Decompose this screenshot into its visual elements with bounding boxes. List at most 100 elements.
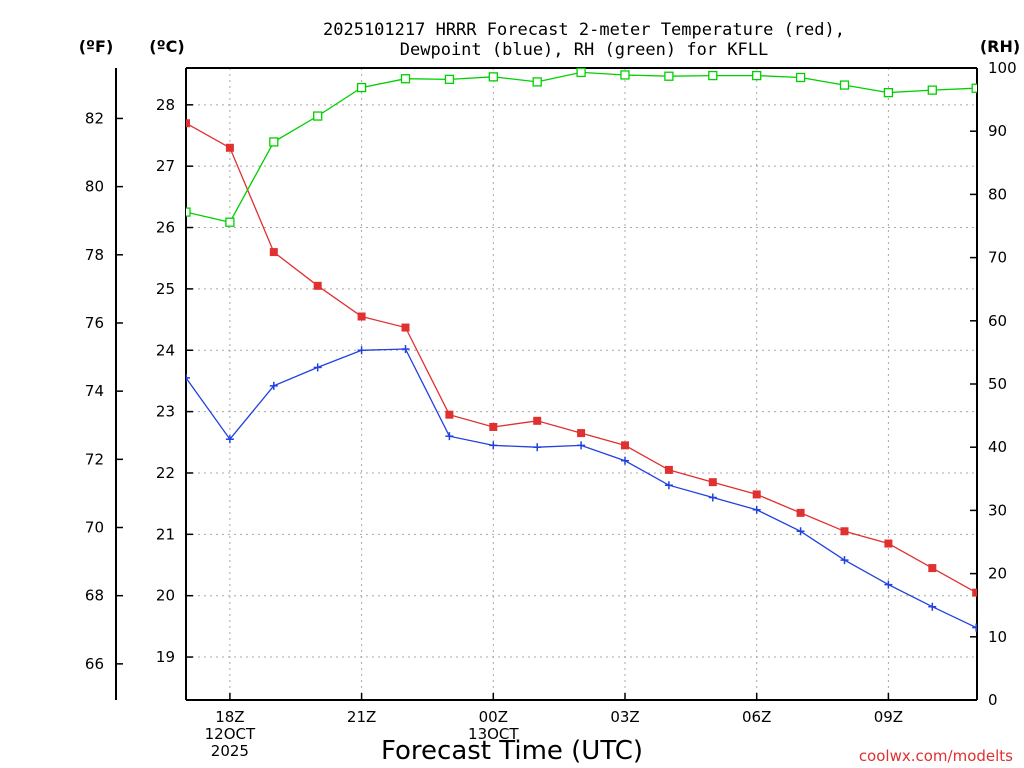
rh-unit-label: (RH) bbox=[980, 37, 1020, 56]
rh-point bbox=[225, 217, 235, 227]
x-tick-label: 09Z bbox=[874, 708, 903, 726]
rh-tick-label: 70 bbox=[988, 249, 1007, 267]
rh-tick-label: 40 bbox=[988, 438, 1007, 456]
dewpoint-point bbox=[884, 580, 893, 589]
temperature-point bbox=[884, 539, 893, 548]
rh-point bbox=[356, 82, 367, 93]
celsius-tick-label: 28 bbox=[156, 96, 175, 114]
title-line-2: Dewpoint (blue), RH (green) for KFLL bbox=[400, 40, 768, 60]
rh-point bbox=[927, 85, 937, 95]
dewpoint-point bbox=[621, 456, 629, 465]
temperature-point bbox=[796, 508, 805, 517]
temperature-point bbox=[621, 441, 629, 450]
rh-point bbox=[752, 70, 762, 81]
rh-tick-label: 10 bbox=[988, 628, 1007, 646]
x-tick-label: 00Z bbox=[479, 708, 508, 726]
celsius-tick-label: 27 bbox=[156, 157, 175, 175]
temperature-point bbox=[533, 416, 542, 425]
celsius-tick-label: 24 bbox=[156, 341, 175, 359]
chart-title: 2025101217 HRRR Forecast 2-meter Tempera… bbox=[323, 20, 845, 60]
dewpoint-point bbox=[708, 493, 717, 502]
fahrenheit-tick-label: 80 bbox=[85, 178, 104, 196]
x-axis-label: Forecast Time (UTC) bbox=[381, 736, 643, 766]
temperature-point bbox=[928, 564, 937, 573]
fahrenheit-tick-label: 70 bbox=[85, 519, 104, 537]
fahrenheit-unit-label: (ºF) bbox=[79, 37, 114, 56]
fahrenheit-tick-label: 78 bbox=[85, 246, 104, 264]
rh-point bbox=[664, 71, 674, 81]
rh-point bbox=[971, 83, 977, 93]
dewpoint-point bbox=[186, 373, 190, 382]
dewpoint-point bbox=[972, 623, 977, 632]
temperature-point bbox=[972, 588, 977, 597]
rh-tick-label: 60 bbox=[988, 312, 1007, 330]
dewpoint-point bbox=[445, 432, 454, 441]
rh-point bbox=[708, 70, 718, 81]
title-line-1: 2025101217 HRRR Forecast 2-meter Tempera… bbox=[323, 20, 845, 40]
temperature-point bbox=[357, 312, 366, 321]
rh-point bbox=[883, 87, 894, 98]
fahrenheit-tick-label: 66 bbox=[85, 655, 104, 673]
temperature-line bbox=[186, 122, 977, 594]
celsius-tick-label: 26 bbox=[156, 219, 175, 237]
dewpoint-point bbox=[357, 346, 366, 355]
celsius-tick-label: 23 bbox=[156, 403, 175, 421]
x-tick-label: 06Z bbox=[742, 708, 771, 726]
rh-point bbox=[313, 111, 323, 121]
temperature-point bbox=[708, 478, 717, 487]
dewpoint-point bbox=[928, 602, 937, 611]
celsius-unit-label: (ºC) bbox=[149, 37, 184, 56]
dewpoint-point bbox=[752, 505, 761, 514]
celsius-tick-label: 19 bbox=[156, 648, 175, 666]
dewpoint-line bbox=[186, 348, 977, 629]
dewpoint-point bbox=[664, 481, 673, 490]
rh-tick-label: 50 bbox=[988, 375, 1007, 393]
dewpoint-point bbox=[225, 435, 234, 444]
rh-point bbox=[532, 77, 542, 87]
tick-labels: 19 20 21 22 23 24 25 26 27 28 66 68 70 72 74 76 78 80 82 0 1… bbox=[85, 59, 1017, 760]
celsius-tick-label: 25 bbox=[156, 280, 175, 298]
credit-link[interactable]: coolwx.com/modelts bbox=[859, 747, 1013, 765]
rh-point bbox=[488, 72, 498, 82]
x-tick-label: 12OCT bbox=[205, 725, 256, 743]
rh-point bbox=[839, 80, 850, 90]
rh-point bbox=[576, 67, 586, 78]
dewpoint-point bbox=[269, 381, 278, 390]
celsius-tick-label: 21 bbox=[156, 525, 175, 543]
axes bbox=[115, 67, 978, 701]
temperature-point bbox=[225, 143, 234, 152]
rh-tick-label: 0 bbox=[988, 691, 998, 709]
celsius-tick-label: 22 bbox=[156, 464, 175, 482]
rh-tick-label: 90 bbox=[988, 122, 1007, 140]
gridlines bbox=[186, 68, 977, 700]
rh-point bbox=[444, 74, 455, 85]
dewpoint-point bbox=[840, 556, 849, 565]
fahrenheit-tick-label: 72 bbox=[85, 450, 104, 468]
temperature-point bbox=[401, 323, 410, 332]
dewpoint-point bbox=[796, 527, 805, 536]
fahrenheit-tick-label: 68 bbox=[85, 587, 104, 605]
dewpoint-point bbox=[577, 441, 586, 450]
temperature-point bbox=[313, 281, 322, 290]
x-tick-label: 03Z bbox=[610, 708, 639, 726]
rh-point bbox=[795, 72, 806, 83]
temperature-point bbox=[445, 410, 454, 419]
rh-tick-label: 100 bbox=[988, 59, 1017, 77]
x-tick-label: 18Z bbox=[215, 708, 244, 726]
rh-tick-label: 30 bbox=[988, 501, 1007, 519]
temperature-point bbox=[269, 248, 278, 257]
x-tick-label: 21Z bbox=[347, 708, 376, 726]
rh-tick-label: 80 bbox=[988, 185, 1007, 203]
fahrenheit-tick-label: 74 bbox=[85, 382, 104, 400]
dewpoint-point bbox=[489, 441, 498, 450]
x-tick-label: 13OCT bbox=[468, 725, 519, 743]
series bbox=[186, 67, 977, 632]
rh-point bbox=[620, 70, 630, 80]
temperature-point bbox=[186, 119, 190, 128]
celsius-tick-label: 20 bbox=[156, 587, 175, 605]
rh-tick-label: 20 bbox=[988, 565, 1007, 583]
temperature-series bbox=[186, 119, 977, 597]
rh-series bbox=[186, 67, 977, 227]
temperature-point bbox=[752, 490, 761, 499]
